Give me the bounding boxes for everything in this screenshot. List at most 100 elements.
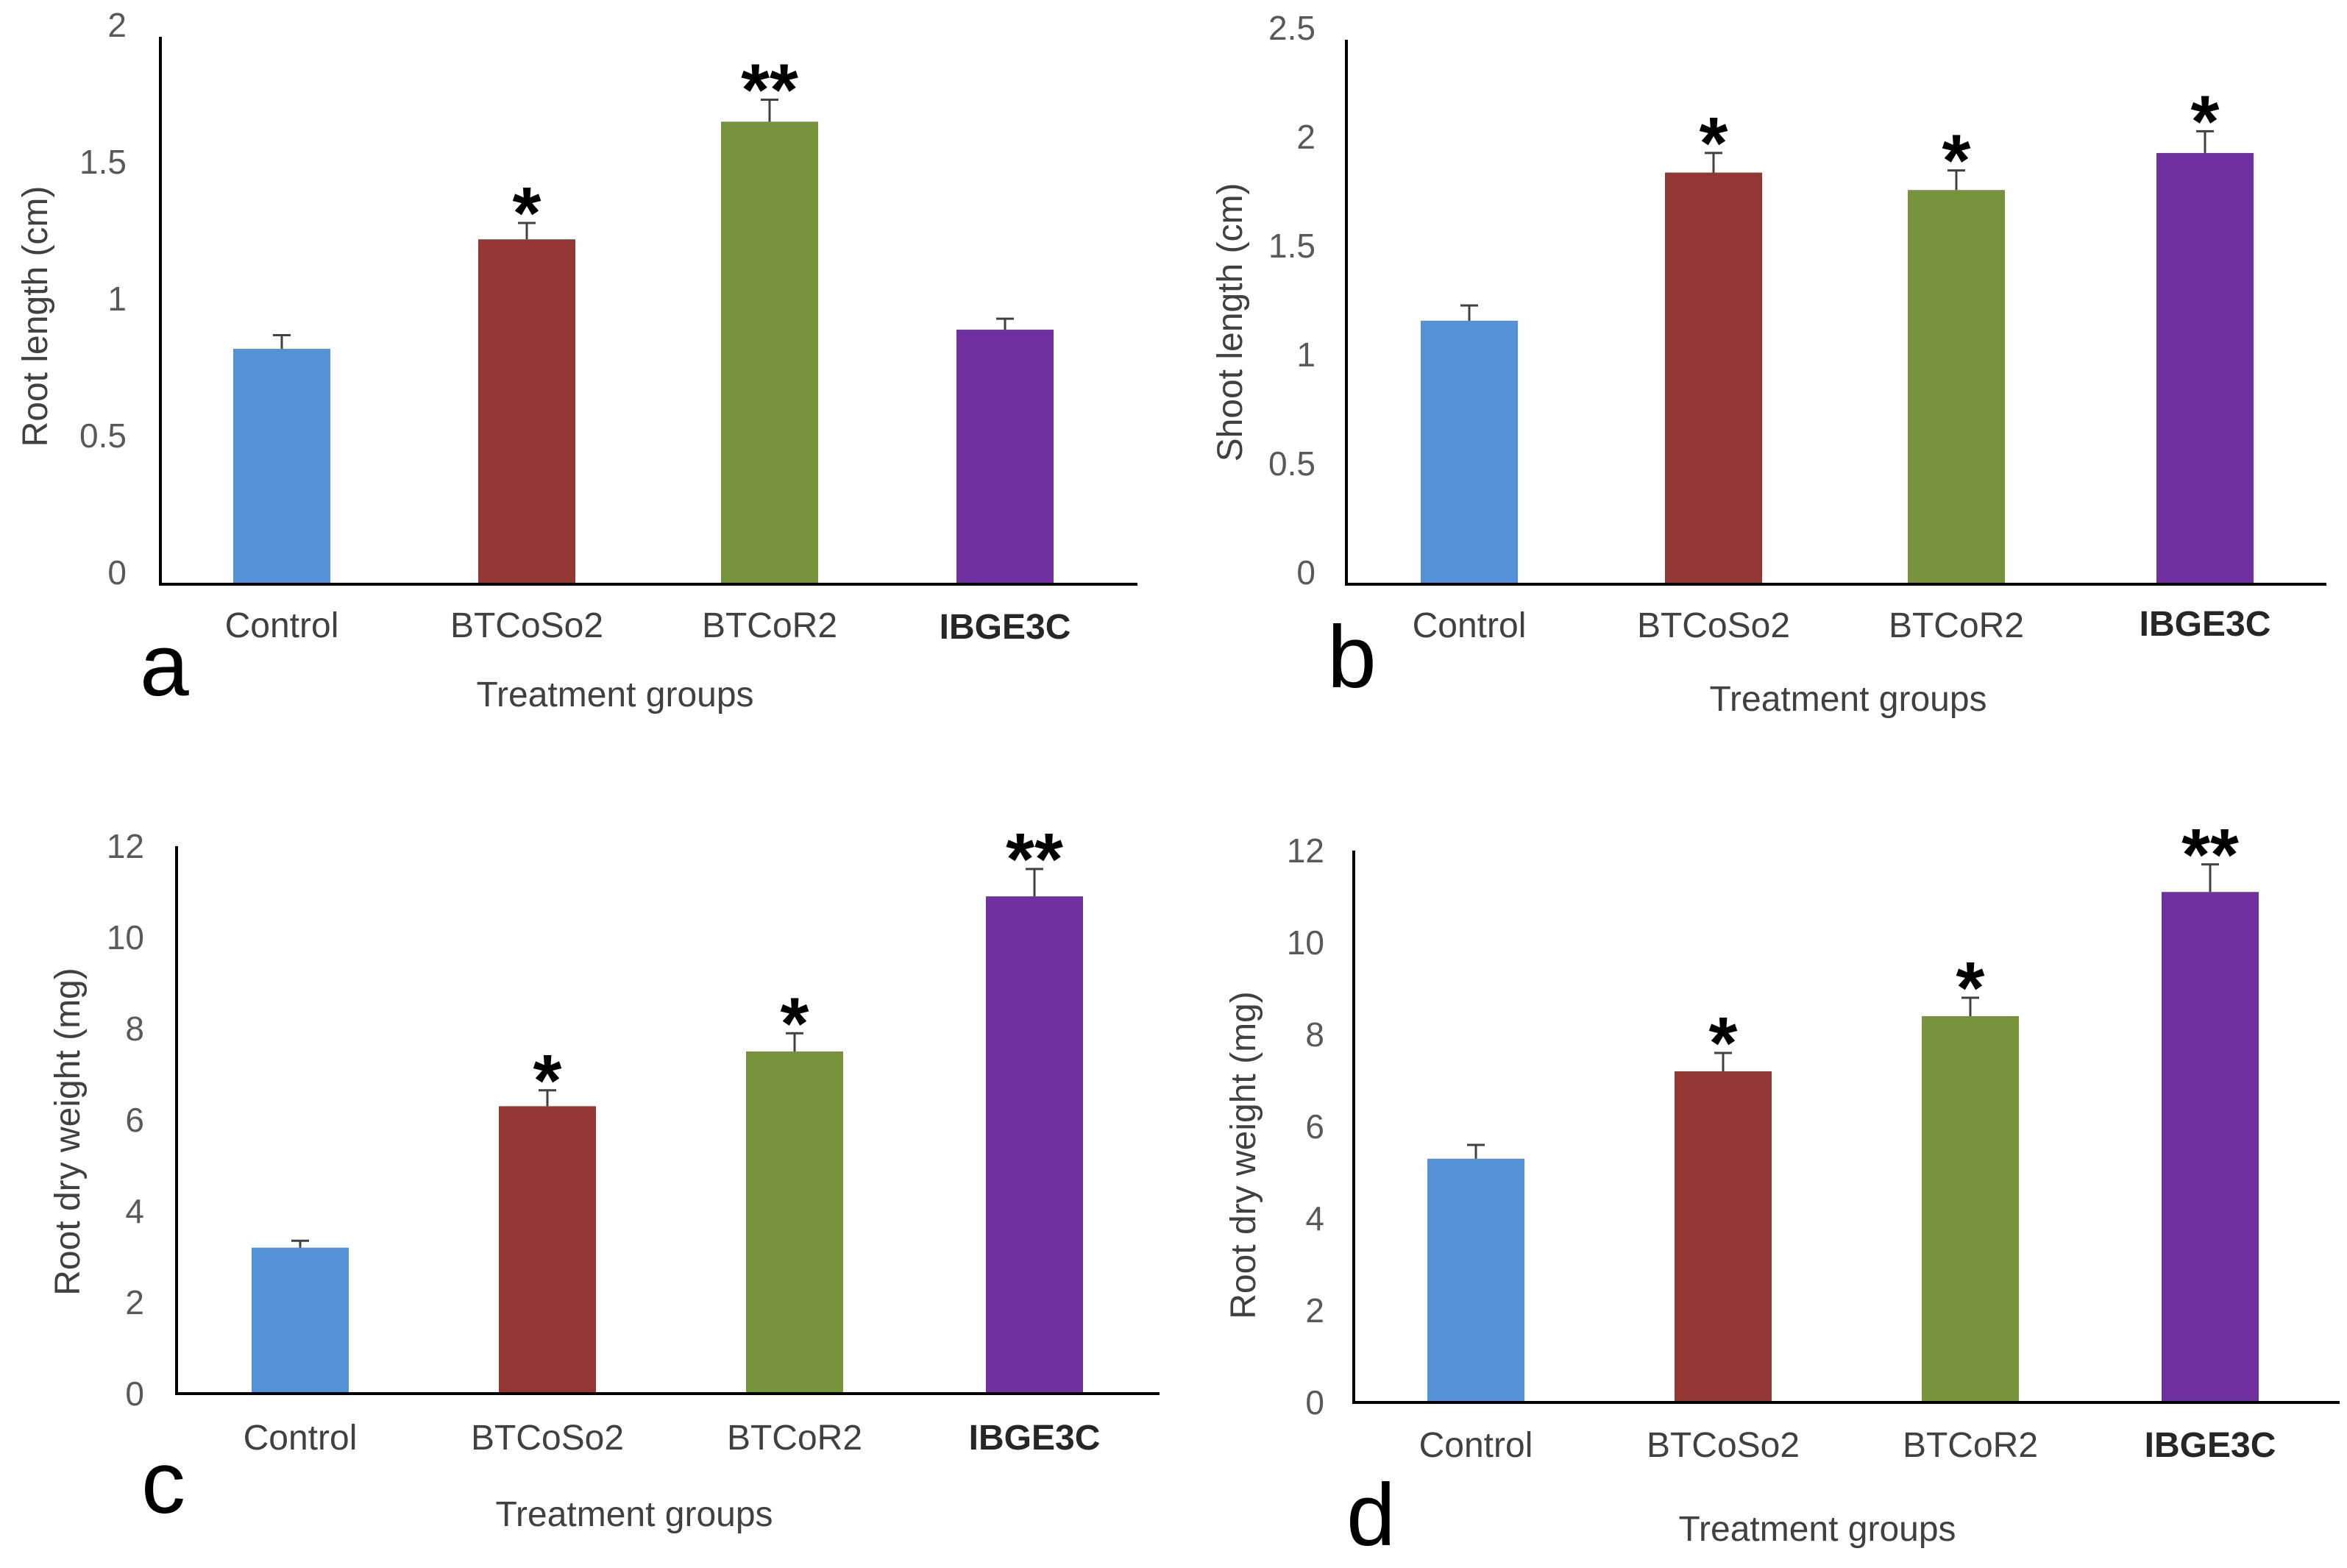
panel-d-bars: **** <box>1427 814 2259 1402</box>
panel-d-category: BTCoSo2 <box>1647 1426 1800 1465</box>
significance-a-BTCoR2: ** <box>741 49 798 132</box>
error-bar-d-IBGE3C <box>2201 863 2219 893</box>
panel-b-ytick: 1 <box>1296 336 1315 374</box>
error-bar-c-Control <box>291 1239 309 1248</box>
bar-b-BTCoR2 <box>1908 190 2005 584</box>
error-bar-b-BTCoR2 <box>1947 169 1965 191</box>
error-bar-a-BTCoR2 <box>761 99 778 122</box>
bar-c-BTCoR2 <box>746 1051 843 1394</box>
panel-b-categories: Control BTCoSo2 BTCoR2 IBGE3C <box>1413 605 2271 645</box>
panel-a-ylabel: Root length (cm) <box>16 186 55 447</box>
panel-a-category: BTCoSo2 <box>450 606 603 645</box>
error-bar-a-BTCoSo2 <box>518 221 536 240</box>
error-bar-b-BTCoSo2 <box>1705 152 1722 173</box>
bar-b-IBGE3C <box>2156 152 2254 585</box>
panel-a-letter: a <box>140 616 189 714</box>
panel-c-category: Control <box>244 1419 358 1458</box>
error-bar-d-Control <box>1467 1143 1485 1159</box>
panel-b-category: BTCoR2 <box>1889 606 2024 645</box>
panel-c-ylabel: Root dry weight (mg) <box>49 968 88 1295</box>
panel-c-ytick: 12 <box>107 827 144 865</box>
bar-a-BTCoSo2 <box>478 239 575 584</box>
panel-a-yticks: 0 0.5 1 1.5 2 <box>79 6 127 592</box>
bar-d-BTCoR2 <box>1922 1016 2019 1402</box>
error-bar-c-IBGE3C <box>1026 868 1043 897</box>
panel-c-letter: c <box>141 1433 185 1532</box>
panel-d-categories: Control BTCoSo2 BTCoR2 IBGE3C <box>1419 1426 2276 1465</box>
significance-b-BTCoR2: * <box>1942 120 1971 202</box>
bar-d-Control <box>1427 1158 1524 1402</box>
panel-b-category: Control <box>1413 606 1527 645</box>
panel-c-ytick: 10 <box>107 918 144 957</box>
panel-b-bars: * * * <box>1421 80 2254 585</box>
panel-b-ytick: 0 <box>1296 553 1315 592</box>
bar-a-Control <box>233 349 330 584</box>
bar-d-BTCoSo2 <box>1675 1071 1772 1402</box>
panel-c-ytick: 6 <box>125 1101 144 1139</box>
panel-a-category: BTCoR2 <box>702 606 837 645</box>
significance-b-IBGE3C: * <box>2191 80 2220 163</box>
panel-b-ylabel: Shoot length (cm) <box>1211 183 1250 462</box>
panel-d-letter: d <box>1346 1466 1396 1564</box>
panel-b-letter: b <box>1327 608 1377 706</box>
panel-a-xlabel: Treatment groups <box>476 675 753 714</box>
panel-a-ytick: 0 <box>107 553 127 592</box>
panel-b-xlabel: Treatment groups <box>1709 680 1986 719</box>
significance-c-BTCoR2: * <box>781 982 809 1065</box>
panel-d-ytick: 0 <box>1305 1383 1324 1422</box>
panel-b-category: BTCoSo2 <box>1637 606 1790 645</box>
panel-d-ytick: 12 <box>1287 831 1324 870</box>
panel-d-ytick: 6 <box>1305 1107 1324 1146</box>
panel-a-ytick: 0.5 <box>79 416 127 455</box>
panel-c-ytick: 2 <box>125 1283 144 1322</box>
panel-c-ytick: 0 <box>125 1374 144 1413</box>
bar-d-IBGE3C <box>2162 892 2259 1402</box>
error-bar-b-Control <box>1460 304 1478 321</box>
error-bar-a-IBGE3C <box>996 317 1014 330</box>
panel-c-category: IBGE3C <box>969 1419 1101 1458</box>
significance-c-BTCoSo2: * <box>533 1040 562 1122</box>
bar-c-BTCoSo2 <box>499 1106 596 1394</box>
panel-b-ytick: 2 <box>1296 118 1315 156</box>
significance-c-IBGE3C: ** <box>1006 818 1063 901</box>
panel-c-bars: **** <box>252 818 1083 1394</box>
panel-b-ytick: 0.5 <box>1268 444 1315 483</box>
error-bar-d-BTCoSo2 <box>1714 1051 1732 1071</box>
significance-b-BTCoSo2: * <box>1700 102 1728 185</box>
panel-d: 0 2 4 6 8 10 12 **** Control BTCoSo2 BTC… <box>1224 814 2340 1564</box>
significance-d-IBGE3C: ** <box>2181 814 2239 896</box>
panel-d-category: BTCoR2 <box>1903 1426 2038 1465</box>
panel-b-ytick: 1.5 <box>1268 227 1315 265</box>
panel-a-category: Control <box>225 606 339 645</box>
significance-d-BTCoR2: * <box>1956 947 1985 1029</box>
panel-b: 0 0.5 1 1.5 2 2.5 * * * Control BTCoSo2 BT… <box>1211 9 2326 719</box>
error-bar-c-BTCoR2 <box>786 1032 803 1051</box>
panel-c-xlabel: Treatment groups <box>495 1495 773 1534</box>
panel-c-ytick: 4 <box>125 1192 144 1230</box>
panel-d-ytick: 2 <box>1305 1291 1324 1330</box>
error-bar-a-Control <box>273 333 291 350</box>
bar-b-BTCoSo2 <box>1665 172 1762 584</box>
panel-c-category: BTCoSo2 <box>471 1419 624 1458</box>
significance-a-BTCoSo2: * <box>513 172 542 255</box>
panel-d-category: IBGE3C <box>2145 1426 2276 1465</box>
error-bar-c-BTCoSo2 <box>539 1089 556 1107</box>
panel-a: 0 0.5 1 1.5 2 *** Control BTCoSo2 BTCoR2… <box>16 6 1137 714</box>
bar-b-Control <box>1421 320 1518 584</box>
panel-a-ytick: 2 <box>107 6 127 44</box>
panel-a-ytick: 1 <box>107 280 127 318</box>
panel-a-ytick: 1.5 <box>79 143 127 181</box>
panel-d-ytick: 4 <box>1305 1199 1324 1238</box>
panel-b-category: IBGE3C <box>2140 605 2271 644</box>
panel-c-categories: Control BTCoSo2 BTCoR2 IBGE3C <box>244 1419 1101 1458</box>
panel-d-category: Control <box>1419 1426 1533 1465</box>
panel-d-ylabel: Root dry weight (mg) <box>1224 991 1263 1319</box>
panel-a-category: IBGE3C <box>940 608 1071 647</box>
panel-c-ytick: 8 <box>125 1010 144 1048</box>
panel-a-categories: Control BTCoSo2 BTCoR2 IBGE3C <box>225 606 1071 647</box>
error-bar-d-BTCoR2 <box>1961 996 1979 1016</box>
bar-a-BTCoR2 <box>721 121 818 584</box>
significance-d-BTCoSo2: * <box>1709 1002 1738 1085</box>
bar-a-IBGE3C <box>956 330 1054 584</box>
